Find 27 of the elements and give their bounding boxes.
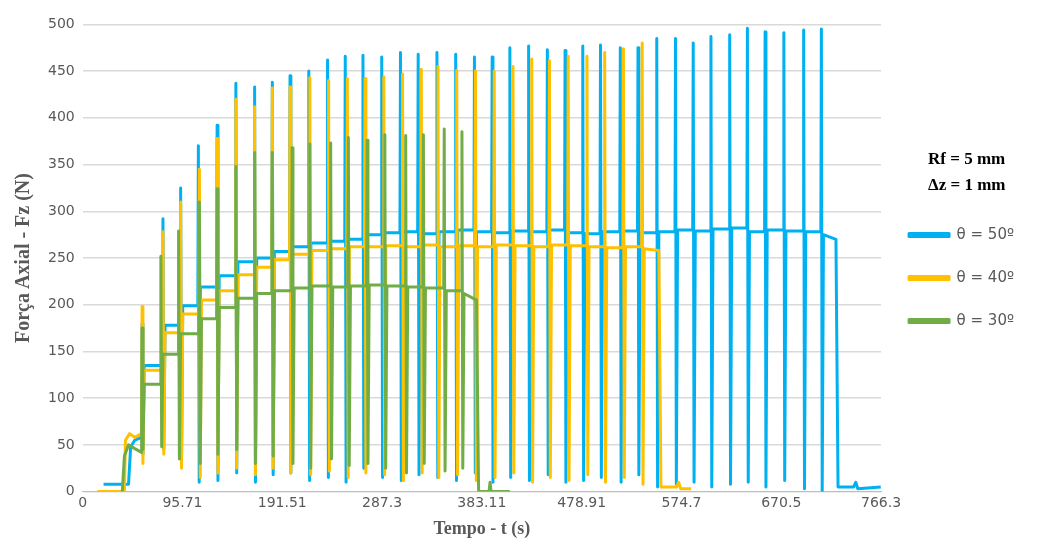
x-axis-title: Tempo - t (s) [433,517,531,539]
x-tick-label: 0 [78,493,88,510]
text: Rf = 5 mm [928,148,1006,170]
x-tick-label: 191.51 [257,493,307,510]
text: Δz = 1 mm [928,174,1006,196]
x-tick-label: 287.3 [361,493,403,510]
legend-label: θ = 50º [956,224,1014,243]
x-tick-label: 670.5 [761,493,802,510]
legend-label: θ = 40º [956,267,1014,286]
y-tick-label: 50 [56,435,75,452]
y-tick-label: 200 [47,295,75,312]
legend-label: θ = 30º [956,310,1014,329]
y-tick-label: 150 [47,342,75,359]
y-tick-label: 450 [47,61,75,78]
y-tick-label: 300 [47,201,75,218]
y-tick-label: 100 [47,388,75,405]
y-axis-title: Força Axial - Fz (N) [11,173,35,343]
x-tick-label: 574.7 [661,493,702,510]
x-tick-label: 95.71 [162,493,203,510]
y-tick-label: 250 [47,248,75,265]
x-tick-label: 478.91 [557,493,607,510]
y-tick-label: 350 [47,155,75,172]
x-tick-label: 383.11 [457,493,507,510]
x-tick-label: 766.3 [861,493,902,510]
y-tick-label: 500 [47,15,75,32]
y-tick-label: 0 [65,482,75,499]
y-tick-label: 400 [47,108,75,125]
